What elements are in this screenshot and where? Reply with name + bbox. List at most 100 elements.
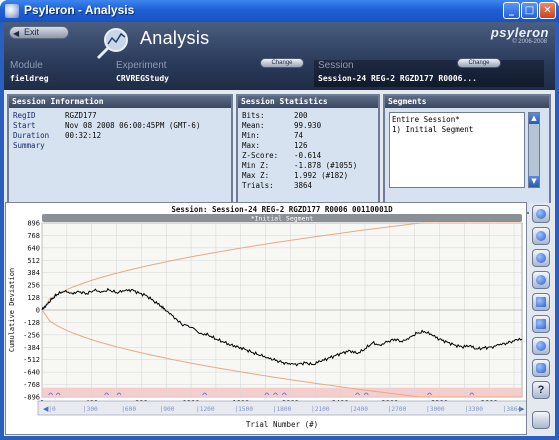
module-field: Module fieldreg <box>10 60 110 87</box>
scroller-tick-label: |2400 <box>349 406 368 413</box>
session-information-body: RegID RGZD177 Start Nov 08 2008 06:00:45PM… <box>9 108 231 212</box>
y-tick-label: 384 <box>27 269 40 277</box>
scroller-tick-label: |300 <box>83 406 98 413</box>
y-tick-label: -640 <box>23 369 40 377</box>
chart-frame: Session: Session-24 REG-2 RGZD177 R0006 … <box>5 202 529 435</box>
help-icon[interactable]: ? <box>532 381 550 399</box>
info-row: Duration 00:32:12 <box>13 131 102 140</box>
event-marker <box>55 392 61 396</box>
module-label: Module <box>10 60 43 71</box>
share-icon[interactable] <box>532 337 550 355</box>
minimize-button[interactable]: _ <box>503 2 520 19</box>
lower-band <box>42 387 522 397</box>
segment-bar-label: *Initial Segment <box>251 215 314 223</box>
stat-row: Min Z: -1.878 (#1055) <box>242 161 358 170</box>
session-statistics-panel: Session Statistics Bits: 200 Mean: 99.930 … <box>236 94 380 214</box>
stat-row: Min: 74 <box>242 131 304 140</box>
y-tick-label: -768 <box>23 381 40 389</box>
title-bar[interactable]: Psyleron - Analysis _ □ ✕ <box>0 0 559 22</box>
y-tick-label: 896 <box>27 220 40 228</box>
experiment-value: CRVREGStudy <box>116 74 169 83</box>
app-icon <box>5 4 19 18</box>
brand-logo: psyleron <box>490 25 549 40</box>
back-arrow-icon: ◀ <box>13 29 20 38</box>
scroller-tick-label: |0 <box>48 406 56 413</box>
y-tick-label: -128 <box>23 319 40 327</box>
session-statistics-body: Bits: 200 Mean: 99.930 Min: 74 Max: 126 Z-Sc… <box>238 108 378 212</box>
stat-row: Mean: 99.930 <box>242 121 322 130</box>
scroller-tick-label: |600 <box>121 406 136 413</box>
scroller-tick-label: |2700 <box>388 406 407 413</box>
segments-list[interactable]: Entire Session* 1) Initial Segment <box>389 112 525 188</box>
session-information-title: Session Information <box>9 96 231 108</box>
y-tick-label: 640 <box>27 244 40 252</box>
info-row: Summary <box>13 141 45 150</box>
save-icon[interactable] <box>532 315 550 333</box>
event-marker <box>273 392 278 396</box>
zoom-fit-icon[interactable] <box>532 249 550 267</box>
cumulative-deviation-chart[interactable]: Session: Session-24 REG-2 RGZD177 R0006 … <box>6 203 529 434</box>
y-tick-label: 128 <box>27 294 40 302</box>
x-axis-label: Trial Number (#) <box>246 420 318 429</box>
y-tick-label: 0 <box>36 307 40 315</box>
segment-item[interactable]: 1) Initial Segment <box>392 125 474 134</box>
event-marker <box>104 392 109 396</box>
scroller-tick-label: |3300 <box>464 406 483 413</box>
scroller-right-icon: ▶ <box>519 405 525 413</box>
info-row: Start Nov 08 2008 06:00:45PM (GMT-6) <box>13 121 201 130</box>
window-title: Psyleron - Analysis <box>24 3 135 17</box>
maximize-button[interactable]: □ <box>521 2 538 19</box>
y-tick-label: 768 <box>27 232 40 240</box>
page-title: Analysis <box>140 28 210 48</box>
module-value: fieldreg <box>10 74 49 83</box>
scroll-down-icon[interactable]: ▼ <box>529 176 539 187</box>
chart-title: Session: Session-24 REG-2 RGZD177 R0006 … <box>171 205 393 214</box>
event-marker <box>469 392 475 396</box>
segment-item[interactable]: Entire Session* <box>392 115 460 124</box>
experiment-field: Experiment CRVREGStudy <box>116 60 312 87</box>
data-series-line <box>41 287 523 367</box>
event-marker <box>264 392 270 396</box>
lower-envelope <box>41 309 522 398</box>
close-button[interactable]: ✕ <box>539 2 556 19</box>
y-tick-label: -512 <box>23 356 40 364</box>
event-marker <box>48 392 54 396</box>
chart-toolbar: ? <box>529 203 553 433</box>
segment-bar <box>42 214 522 222</box>
segments-scrollbar[interactable]: ▲ ▼ <box>528 112 540 188</box>
session-statistics-title: Session Statistics <box>238 96 378 108</box>
y-tick-label: 256 <box>27 282 40 290</box>
scroller-tick-label: |900 <box>160 406 175 413</box>
reset-view-icon[interactable] <box>532 271 550 289</box>
scroller-tick-label: |1500 <box>234 406 253 413</box>
y-tick-label: -384 <box>23 344 40 352</box>
upper-envelope <box>41 222 522 311</box>
magnifier-chart-icon <box>96 28 128 60</box>
event-marker <box>116 392 122 396</box>
scroller-tick-label: |1200 <box>196 406 215 413</box>
change-session-button[interactable]: Change <box>457 58 501 68</box>
scroller-tick-label: |3864 <box>503 406 522 413</box>
zoom-in-icon[interactable] <box>532 205 550 223</box>
export-icon[interactable] <box>532 293 550 311</box>
experiment-label: Experiment <box>116 60 167 71</box>
app-header: ◀ Exit Analysis psyleron © 2006-2008 Mod… <box>4 22 555 90</box>
event-marker <box>281 392 287 396</box>
session-label: Session <box>318 60 354 71</box>
event-marker <box>427 392 432 396</box>
zoom-out-icon[interactable] <box>532 227 550 245</box>
change-experiment-button[interactable]: Change <box>260 58 304 68</box>
comment-icon[interactable] <box>532 359 550 377</box>
exit-button[interactable]: ◀ Exit <box>9 26 69 39</box>
client-area: ◀ Exit Analysis psyleron © 2006-2008 Mod… <box>4 22 555 436</box>
scroller-tick-label: |3000 <box>426 406 445 413</box>
copyright-text: © 2006-2008 <box>512 39 547 45</box>
scroller-tick-label: |2100 <box>311 406 330 413</box>
resize-grip-icon[interactable] <box>532 411 550 429</box>
event-marker <box>363 392 369 396</box>
stat-row: Bits: 200 <box>242 111 308 120</box>
y-tick-label: -256 <box>23 331 40 339</box>
scroll-up-icon[interactable]: ▲ <box>529 113 539 124</box>
event-marker <box>202 392 208 396</box>
stat-row: Max: 126 <box>242 141 308 150</box>
